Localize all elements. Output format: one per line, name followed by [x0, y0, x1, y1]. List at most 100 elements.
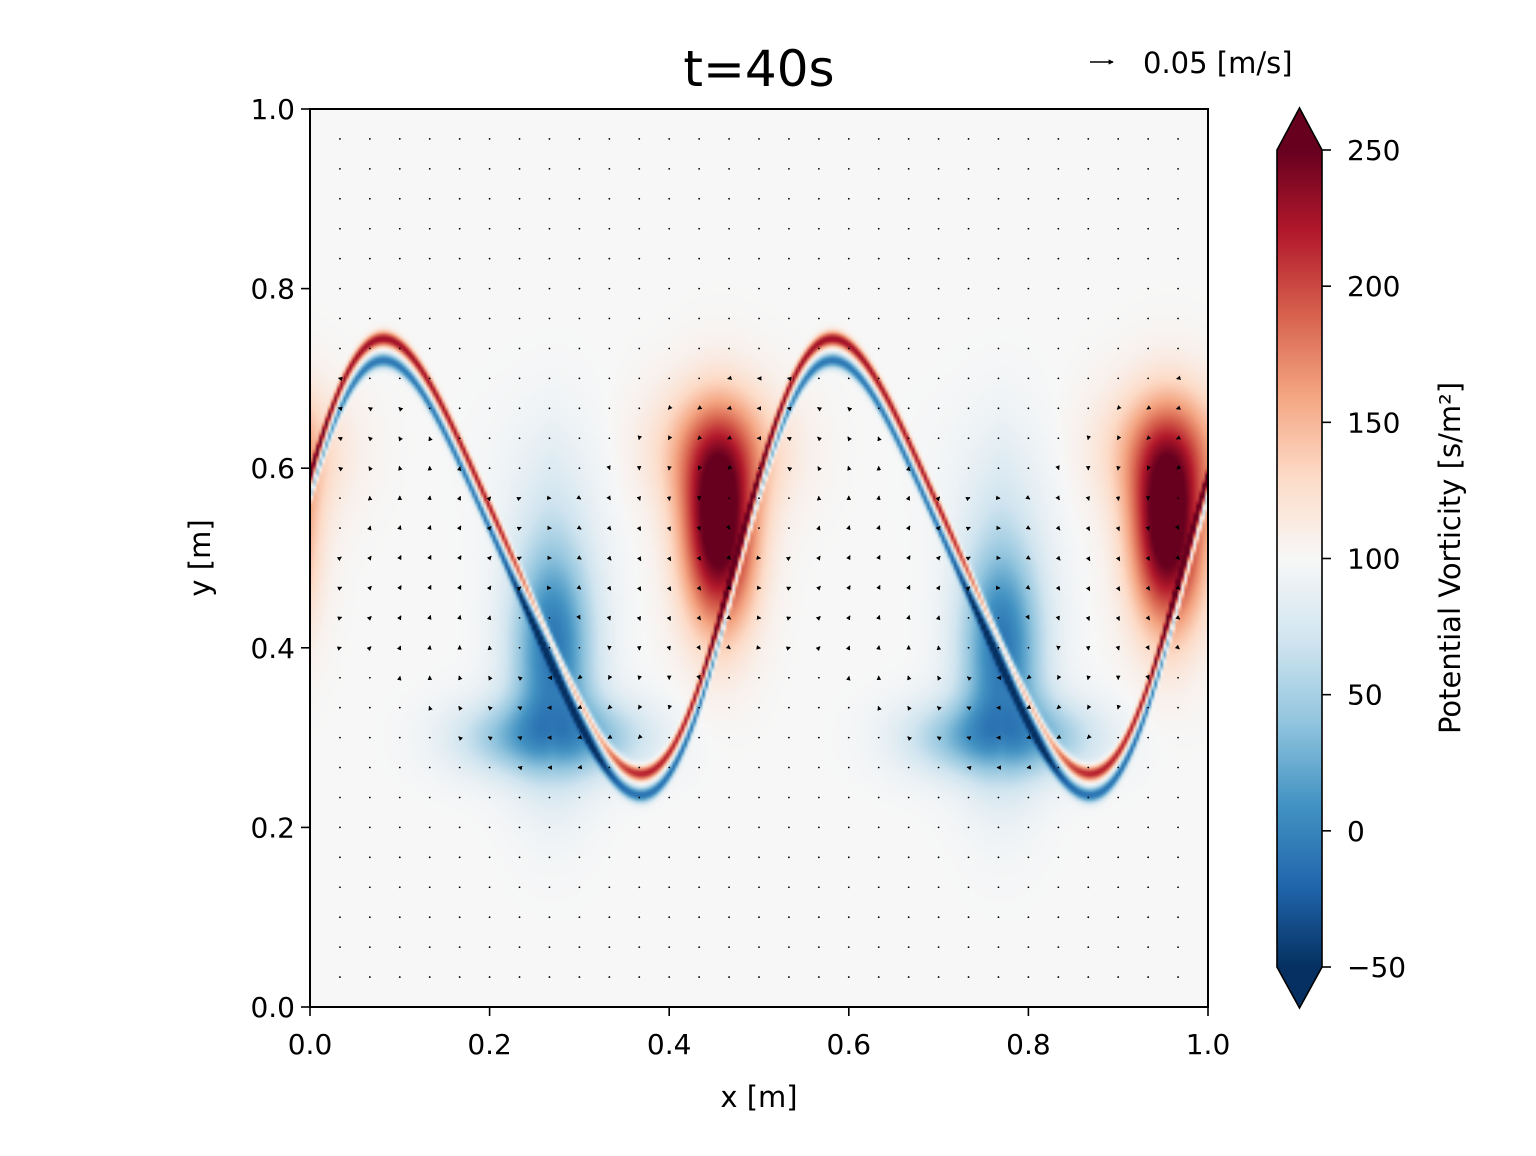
velocity-vector	[968, 617, 970, 619]
velocity-vector	[459, 737, 460, 738]
velocity-vector	[938, 797, 940, 799]
velocity-vector	[909, 496, 910, 498]
velocity-vector	[849, 526, 850, 528]
velocity-vector	[339, 198, 341, 200]
velocity-vector	[489, 228, 491, 230]
velocity-vector	[668, 138, 670, 140]
velocity-vector	[878, 737, 880, 739]
velocity-vector	[1057, 916, 1059, 918]
velocity-vector	[1057, 198, 1059, 200]
velocity-vector	[788, 737, 790, 739]
velocity-vector	[788, 707, 790, 709]
velocity-vector	[579, 498, 580, 499]
velocity-vector	[1177, 168, 1179, 170]
velocity-vector	[399, 348, 401, 350]
velocity-vector	[938, 676, 939, 677]
velocity-vector	[399, 737, 401, 739]
velocity-vector	[339, 767, 341, 769]
velocity-vector	[758, 527, 760, 529]
velocity-vector	[608, 348, 610, 350]
velocity-vector	[789, 557, 790, 558]
velocity-vector	[339, 886, 341, 888]
velocity-vector	[609, 468, 610, 469]
velocity-vector	[1057, 738, 1058, 739]
velocity-vector	[1177, 497, 1179, 499]
velocity-vector	[788, 797, 790, 799]
velocity-vector	[459, 767, 461, 769]
velocity-vector	[758, 856, 760, 858]
velocity-vector	[848, 407, 849, 408]
velocity-vector	[878, 916, 880, 918]
velocity-vector	[1057, 228, 1059, 230]
velocity-vector	[998, 437, 1000, 439]
velocity-vector	[758, 168, 760, 170]
velocity-vector	[818, 707, 820, 709]
velocity-vector	[879, 616, 880, 618]
velocity-vector	[698, 707, 700, 709]
velocity-vector	[968, 437, 970, 439]
velocity-vector	[878, 198, 880, 200]
velocity-vector	[369, 437, 370, 438]
velocity-vector	[1147, 318, 1149, 320]
velocity-vector	[429, 946, 431, 948]
velocity-vector	[638, 378, 640, 380]
velocity-vector	[549, 856, 551, 858]
velocity-vector	[549, 318, 551, 320]
velocity-vector	[369, 737, 371, 739]
velocity-vector	[848, 198, 850, 200]
velocity-vector	[728, 707, 730, 709]
velocity-vector	[1177, 767, 1179, 769]
velocity-vector	[579, 228, 581, 230]
velocity-vector	[608, 767, 610, 769]
velocity-vector	[459, 916, 461, 918]
velocity-vector	[549, 916, 551, 918]
velocity-vector	[669, 528, 670, 530]
velocity-vector	[369, 886, 371, 888]
velocity-vector	[579, 467, 581, 469]
velocity-vector	[998, 348, 1000, 350]
velocity-vector	[938, 886, 940, 888]
velocity-vector	[938, 916, 940, 918]
velocity-vector	[460, 616, 461, 618]
velocity-vector	[968, 797, 970, 799]
velocity-vector	[608, 976, 610, 978]
x-tick-label: 0.6	[827, 1028, 872, 1061]
velocity-vector	[339, 497, 341, 499]
velocity-vector	[519, 288, 521, 290]
velocity-vector	[638, 407, 640, 409]
velocity-vector	[908, 168, 910, 170]
velocity-vector	[758, 348, 760, 350]
velocity-vector	[938, 976, 940, 978]
velocity-vector	[998, 168, 1000, 170]
velocity-vector	[728, 258, 730, 260]
velocity-vector	[519, 916, 521, 918]
velocity-vector	[908, 198, 910, 200]
velocity-vector	[699, 528, 700, 530]
colorbar-tick-label: 200	[1347, 270, 1400, 303]
velocity-vector	[339, 976, 341, 978]
velocity-vector	[1177, 856, 1179, 858]
velocity-vector	[520, 527, 522, 528]
velocity-vector	[968, 138, 970, 140]
velocity-vector	[519, 647, 521, 649]
velocity-vector	[818, 348, 820, 350]
velocity-vector	[399, 916, 401, 918]
velocity-vector	[728, 468, 729, 469]
velocity-vector	[608, 437, 610, 439]
velocity-vector	[788, 318, 790, 320]
velocity-vector	[698, 318, 700, 320]
velocity-vector	[1028, 797, 1030, 799]
velocity-vector	[698, 468, 699, 470]
velocity-vector	[579, 378, 581, 380]
velocity-vector	[1117, 946, 1119, 948]
velocity-vector	[938, 198, 940, 200]
velocity-vector	[339, 677, 341, 679]
quiver-key: 0.05 [m/s]	[1090, 46, 1293, 80]
velocity-vector	[848, 827, 850, 829]
velocity-vector	[1177, 288, 1179, 290]
velocity-vector	[459, 827, 461, 829]
velocity-vector	[758, 886, 760, 888]
velocity-vector	[1027, 678, 1028, 679]
y-tick-label: 0.0	[250, 991, 295, 1024]
velocity-vector	[1147, 797, 1149, 799]
